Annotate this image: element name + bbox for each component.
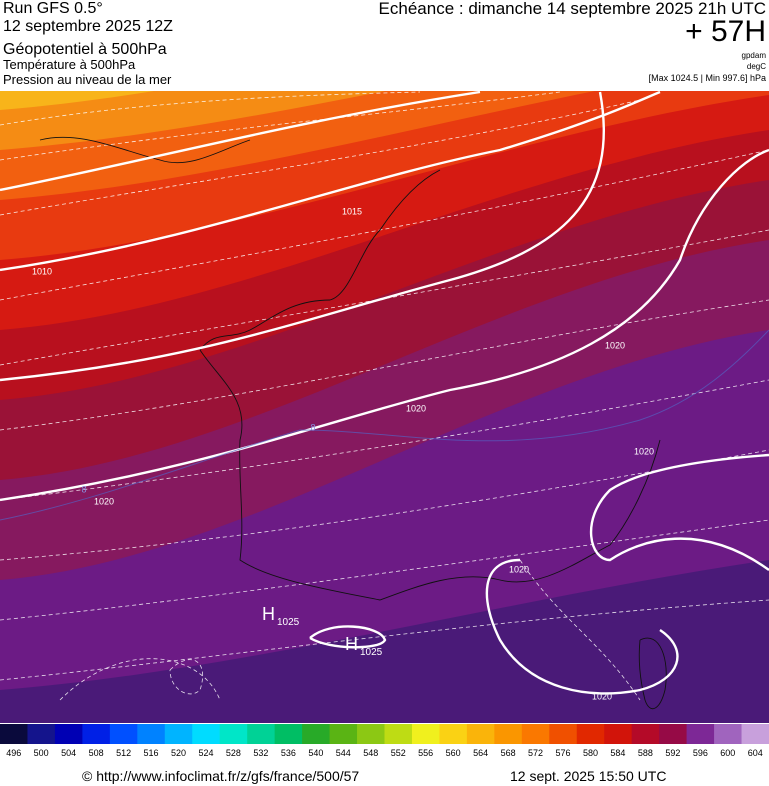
- color-swatch: [247, 724, 276, 744]
- color-swatch: [274, 724, 303, 744]
- colorbar-label: 580: [583, 748, 598, 758]
- layer: Température à 500hPa: [3, 57, 136, 72]
- colorbar-label: 560: [446, 748, 461, 758]
- color-swatch: [439, 724, 468, 744]
- isobar-label: 1020: [509, 564, 529, 574]
- colorbar: 496 500 504 508 512 516 520 524 528 532 536 540 544 5…: [0, 724, 769, 758]
- color-swatch: [137, 724, 166, 744]
- high-value: 1025: [360, 647, 383, 658]
- layer: Pression au niveau de la mer: [3, 72, 172, 87]
- color-swatch: [0, 724, 28, 744]
- color-swatch: [659, 724, 688, 744]
- color-swatch: [494, 724, 523, 744]
- color-swatch: [219, 724, 248, 744]
- color-swatch: [302, 724, 331, 744]
- color-swatch: [521, 724, 550, 744]
- color-swatch: [466, 724, 495, 744]
- timestamp: 12 sept. 2025 15:50 UTC: [510, 768, 667, 784]
- colorbar-label: 528: [226, 748, 241, 758]
- colorbar-label: 500: [34, 748, 49, 758]
- colorbar-label: 588: [638, 748, 653, 758]
- colorbar-label: 600: [720, 748, 735, 758]
- colorbar-label: 516: [144, 748, 159, 758]
- unit: gpdam: [741, 51, 766, 60]
- color-swatch: [631, 724, 660, 744]
- colorbar-label: 584: [610, 748, 625, 758]
- coastline: [39, 136, 667, 710]
- colorbar-label: 576: [556, 748, 571, 758]
- isotherm-8: [0, 329, 769, 521]
- colorbar-label: 556: [418, 748, 433, 758]
- colorbar-label: 532: [253, 748, 268, 758]
- high-symbol: H: [262, 604, 275, 624]
- isotherm-label: 8: [81, 484, 86, 494]
- isobar-label: 1020: [605, 340, 625, 350]
- color-swatch: [329, 724, 358, 744]
- colorbar-label: 496: [6, 748, 21, 758]
- color-swatch: [27, 724, 56, 744]
- color-swatch: [411, 724, 440, 744]
- colorbar-label: 596: [693, 748, 708, 758]
- isobar-label: 1020: [634, 446, 654, 456]
- isobar-label: 1020: [94, 496, 114, 506]
- colorbar-label: 520: [171, 748, 186, 758]
- color-swatch: [109, 724, 138, 744]
- colorbar-label: 548: [363, 748, 378, 758]
- band: [0, 91, 769, 110]
- color-swatch: [604, 724, 633, 744]
- color-swatch: [741, 724, 769, 744]
- color-swatch: [357, 724, 385, 744]
- isobar-label: 1020: [592, 691, 612, 701]
- high-symbol: H: [345, 634, 358, 654]
- run: Run GFS 0.5°: [3, 0, 103, 17]
- colorbar-label: 544: [336, 748, 351, 758]
- colorbar-label: 592: [665, 748, 680, 758]
- source: © http://www.infoclimat.fr/z/gfs/france/…: [82, 768, 360, 784]
- layer: Géopotentiel à 500hPa: [3, 41, 167, 58]
- colorbar-label: 524: [198, 748, 213, 758]
- colorbar-label: 572: [528, 748, 543, 758]
- colorbar-label: 536: [281, 748, 296, 758]
- color-swatch: [54, 724, 83, 744]
- band: [0, 91, 769, 150]
- lead-time: + 57H: [685, 15, 766, 48]
- colorbar-label: 564: [473, 748, 488, 758]
- isobar-label: 1010: [32, 266, 52, 276]
- color-swatch: [164, 724, 193, 744]
- forecast: Echéance : dimanche 14 septembre 2025 21…: [378, 0, 766, 18]
- colorbar-label: 508: [89, 748, 104, 758]
- isotherm-label: 8: [310, 422, 315, 432]
- unit: degC: [746, 62, 766, 71]
- colorbar-label: 604: [748, 748, 763, 758]
- color-swatch: [714, 724, 743, 744]
- color-swatch: [384, 724, 413, 744]
- isobar-label: 1020: [406, 403, 426, 413]
- colorbar-label: 540: [308, 748, 323, 758]
- high-value: 1025: [277, 617, 300, 628]
- isobars: [0, 91, 769, 695]
- color-swatch: [576, 724, 605, 744]
- color-swatch: [686, 724, 715, 744]
- colorbar-label: 552: [391, 748, 406, 758]
- color-swatch: [549, 724, 578, 744]
- colorbar-label: 504: [61, 748, 76, 758]
- colorbar-label: 512: [116, 748, 131, 758]
- color-swatch: [82, 724, 111, 744]
- unit: [Max 1024.5 | Min 997.6] hPa: [648, 73, 766, 83]
- isobar-label: 1015: [342, 206, 362, 216]
- run-date: 12 septembre 2025 12Z: [3, 18, 173, 35]
- color-swatch: [192, 724, 221, 744]
- colorbar-label: 568: [501, 748, 516, 758]
